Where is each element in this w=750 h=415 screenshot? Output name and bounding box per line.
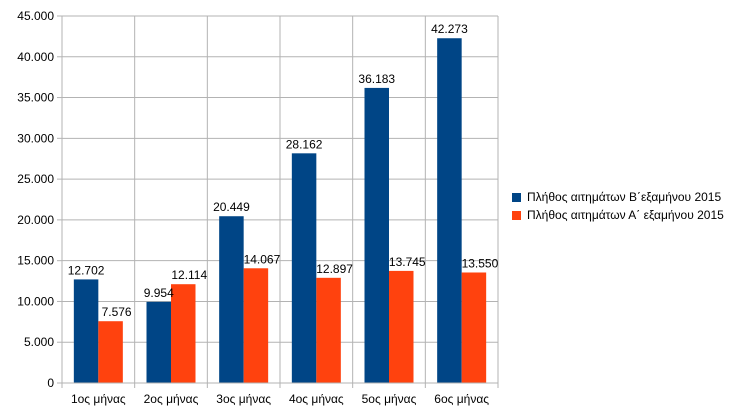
y-tick-label-6: 30.000	[17, 131, 54, 145]
legend-label-series-1: Πλήθος αιτημάτων Β΄εξαμήνου 2015	[527, 190, 722, 204]
data-label-series-2-2: 12.114	[171, 268, 207, 282]
x-tick-label-1: 1ος μήνας	[71, 392, 126, 406]
y-tick-label-4: 20.000	[17, 213, 54, 227]
y-tick-label-1: 5.000	[24, 335, 54, 349]
y-tick-label-7: 35.000	[17, 91, 54, 105]
data-label-series-1-3: 20.449	[213, 200, 250, 214]
x-tick-label-2: 2ος μήνας	[144, 392, 199, 406]
data-label-series-1-4: 28.162	[286, 137, 323, 151]
x-tick-label-6: 6ος μήνας	[434, 392, 489, 406]
bar-series-2-5	[389, 270, 414, 383]
y-tick-label-2: 10.000	[17, 294, 54, 308]
data-label-series-2-3: 14.067	[244, 252, 281, 266]
x-tick-label-5: 5ος μήνας	[362, 392, 417, 406]
data-label-series-1-2: 9.954	[144, 286, 174, 300]
data-label-series-1-1: 12.702	[68, 263, 105, 277]
legend-swatch-series-1	[512, 192, 521, 202]
y-tick-label-5: 25.000	[17, 172, 54, 186]
x-tick-label-3: 3ος μήνας	[216, 392, 271, 406]
bar-series-2-6	[461, 272, 487, 383]
data-label-series-2-6: 13.550	[462, 256, 499, 270]
data-label-series-1-6: 42.273	[431, 22, 468, 36]
data-label-series-2-4: 12.897	[316, 262, 353, 276]
data-label-series-2-5: 13.745	[389, 255, 426, 269]
legend-entry-series-1: Πλήθος αιτημάτων Β΄εξαμήνου 2015	[512, 188, 724, 206]
y-tick-label-9: 45.000	[17, 9, 54, 23]
gridlines	[61, 15, 499, 388]
bar-series-1-5	[364, 87, 389, 383]
bar-series-1-2	[146, 301, 171, 383]
legend: Πλήθος αιτημάτων Β΄εξαμήνου 2015 Πλήθος …	[512, 188, 724, 224]
x-tick-label-4: 4ος μήνας	[289, 392, 344, 406]
y-tick-label-0: 0	[47, 376, 54, 390]
bar-series-1-6	[437, 38, 462, 383]
labels: 12.702 7.576 9.954 12.114 20.449 14.067 28.162…	[68, 22, 499, 319]
legend-entry-series-2: Πλήθος αιτημάτων Α΄ εξαμήνου 2015	[512, 206, 724, 224]
y-tick-label-3: 15.000	[17, 254, 54, 268]
y-tick-label-8: 40.000	[17, 50, 54, 64]
axes: 0 5.000 10.000 15.000 20.000 25.000 30.000 35.0…	[17, 9, 498, 406]
bars	[73, 38, 487, 383]
data-label-series-1-5: 36.183	[358, 72, 395, 86]
legend-swatch-series-2	[512, 210, 521, 220]
data-label-series-2-1: 7.576	[102, 305, 132, 319]
legend-label-series-2: Πλήθος αιτημάτων Α΄ εξαμήνου 2015	[527, 208, 724, 222]
bar-series-1-1	[73, 279, 99, 383]
bar-series-2-1	[98, 321, 123, 383]
bar-series-2-3	[243, 268, 269, 383]
bar-series-1-3	[219, 216, 244, 383]
bar-series-1-4	[291, 153, 317, 383]
bar-series-2-4	[316, 277, 341, 383]
bar-series-2-2	[171, 284, 196, 383]
